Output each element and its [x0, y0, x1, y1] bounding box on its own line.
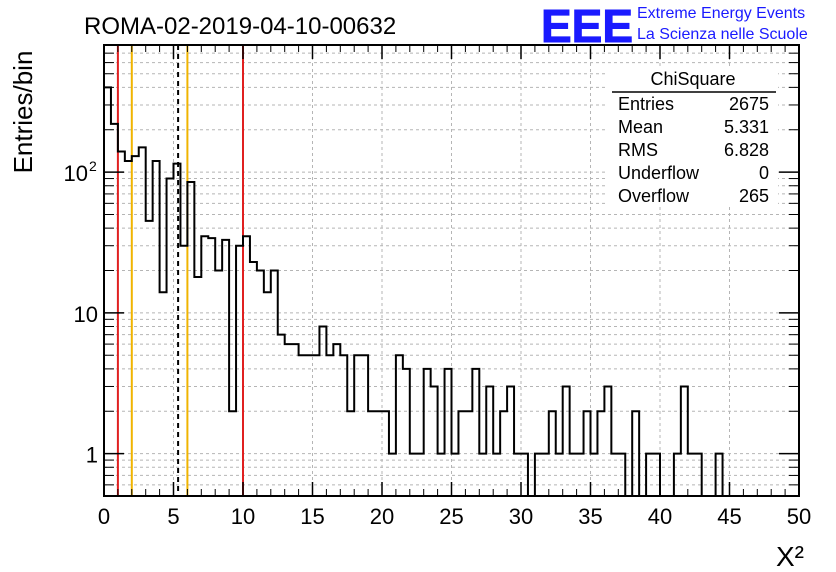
histogram-bin — [681, 386, 688, 496]
stats-background — [608, 66, 778, 206]
histogram-bin — [354, 355, 361, 496]
histogram-bin — [146, 221, 153, 496]
logo-line-1: Extreme Energy Events — [637, 5, 805, 22]
histogram-bin — [271, 271, 278, 497]
histogram-bin — [486, 386, 493, 496]
x-tick-label: 45 — [717, 504, 741, 529]
histogram-bin — [285, 344, 292, 496]
histogram-bin — [104, 87, 111, 496]
stats-label: RMS — [618, 140, 658, 160]
histogram-bin — [313, 355, 320, 496]
reference-lines — [116, 45, 244, 496]
y-tick-label: 10 — [74, 302, 98, 327]
histogram-bin — [333, 344, 340, 496]
histogram-bin — [424, 369, 431, 496]
stats-label: Overflow — [618, 186, 690, 206]
histogram-bin — [215, 271, 222, 497]
histogram-bin — [431, 386, 438, 496]
histogram-bin — [472, 369, 479, 496]
eee-logo: EEE Extreme Energy Events La Scienza nel… — [541, 0, 808, 53]
histogram-bin — [222, 240, 229, 496]
histogram-bin — [396, 355, 403, 496]
histogram-bin — [292, 344, 299, 496]
x-tick-label: 10 — [231, 504, 255, 529]
histogram-bin — [180, 246, 187, 496]
stats-value: 265 — [739, 186, 769, 206]
stats-value: 6.828 — [724, 140, 769, 160]
eee-logo-mark: EEE — [541, 0, 633, 52]
x-tick-label: 15 — [300, 504, 324, 529]
histogram-bin — [139, 147, 146, 496]
x-tick-label: 40 — [648, 504, 672, 529]
chart-title: ROMA-02-2019-04-10-00632 — [84, 13, 396, 40]
histogram-bin — [208, 238, 215, 496]
histogram-bin — [174, 164, 181, 496]
logo-line-2: La Scienza nelle Scuole — [637, 26, 808, 43]
histogram-bin — [299, 355, 306, 496]
histogram-bin — [257, 271, 264, 497]
histogram-bin — [125, 161, 132, 496]
stats-value: 5.331 — [724, 117, 769, 137]
stats-value: 0 — [759, 163, 769, 183]
stats-label: Entries — [618, 94, 674, 114]
histogram-bin — [153, 161, 160, 496]
x-tick-label: 25 — [439, 504, 463, 529]
x-tick-label: 5 — [167, 504, 179, 529]
y-axis-label: Entries/bin — [8, 51, 38, 174]
plot-frame — [103, 44, 800, 497]
histogram-bin — [403, 369, 410, 496]
y-tick-label: 1 — [86, 443, 98, 468]
x-tick-label: 35 — [578, 504, 602, 529]
histogram-bin — [361, 355, 368, 496]
histogram-bin — [264, 292, 271, 496]
histogram-bin — [236, 246, 243, 496]
y-tick-label: 10 — [64, 161, 88, 186]
stats-value: 2675 — [729, 94, 769, 114]
x-tick-label: 30 — [509, 504, 533, 529]
histogram-bin — [160, 292, 167, 496]
histogram-bin — [326, 355, 333, 496]
stats-title: ChiSquare — [650, 69, 735, 89]
histogram-bin — [278, 335, 285, 496]
histogram-bin — [250, 262, 257, 496]
histogram-bin — [167, 179, 174, 496]
histogram-bin — [604, 386, 611, 496]
histogram-bin — [187, 182, 194, 496]
x-tick-label: 50 — [787, 504, 811, 529]
y-tick-exponent: 2 — [89, 158, 97, 174]
histogram-bin — [243, 236, 250, 496]
histogram-bin — [563, 386, 570, 496]
x-tick-label: 20 — [370, 504, 394, 529]
histogram-outline — [104, 86, 724, 496]
histogram-bin — [306, 355, 313, 496]
x-axis-label: X² — [776, 541, 804, 572]
histogram — [104, 86, 724, 497]
histogram-bin — [340, 355, 347, 496]
stats-box: ChiSquare Entries 2675 Mean 5.331 RMS 6.828 Un… — [608, 66, 778, 206]
histogram-bin — [507, 386, 514, 496]
histogram-bin — [445, 369, 452, 496]
x-tick-label: 0 — [98, 504, 110, 529]
histogram-bin — [111, 124, 118, 496]
stats-label: Underflow — [618, 163, 700, 183]
histogram-bin — [201, 236, 208, 496]
stats-label: Mean — [618, 117, 663, 137]
